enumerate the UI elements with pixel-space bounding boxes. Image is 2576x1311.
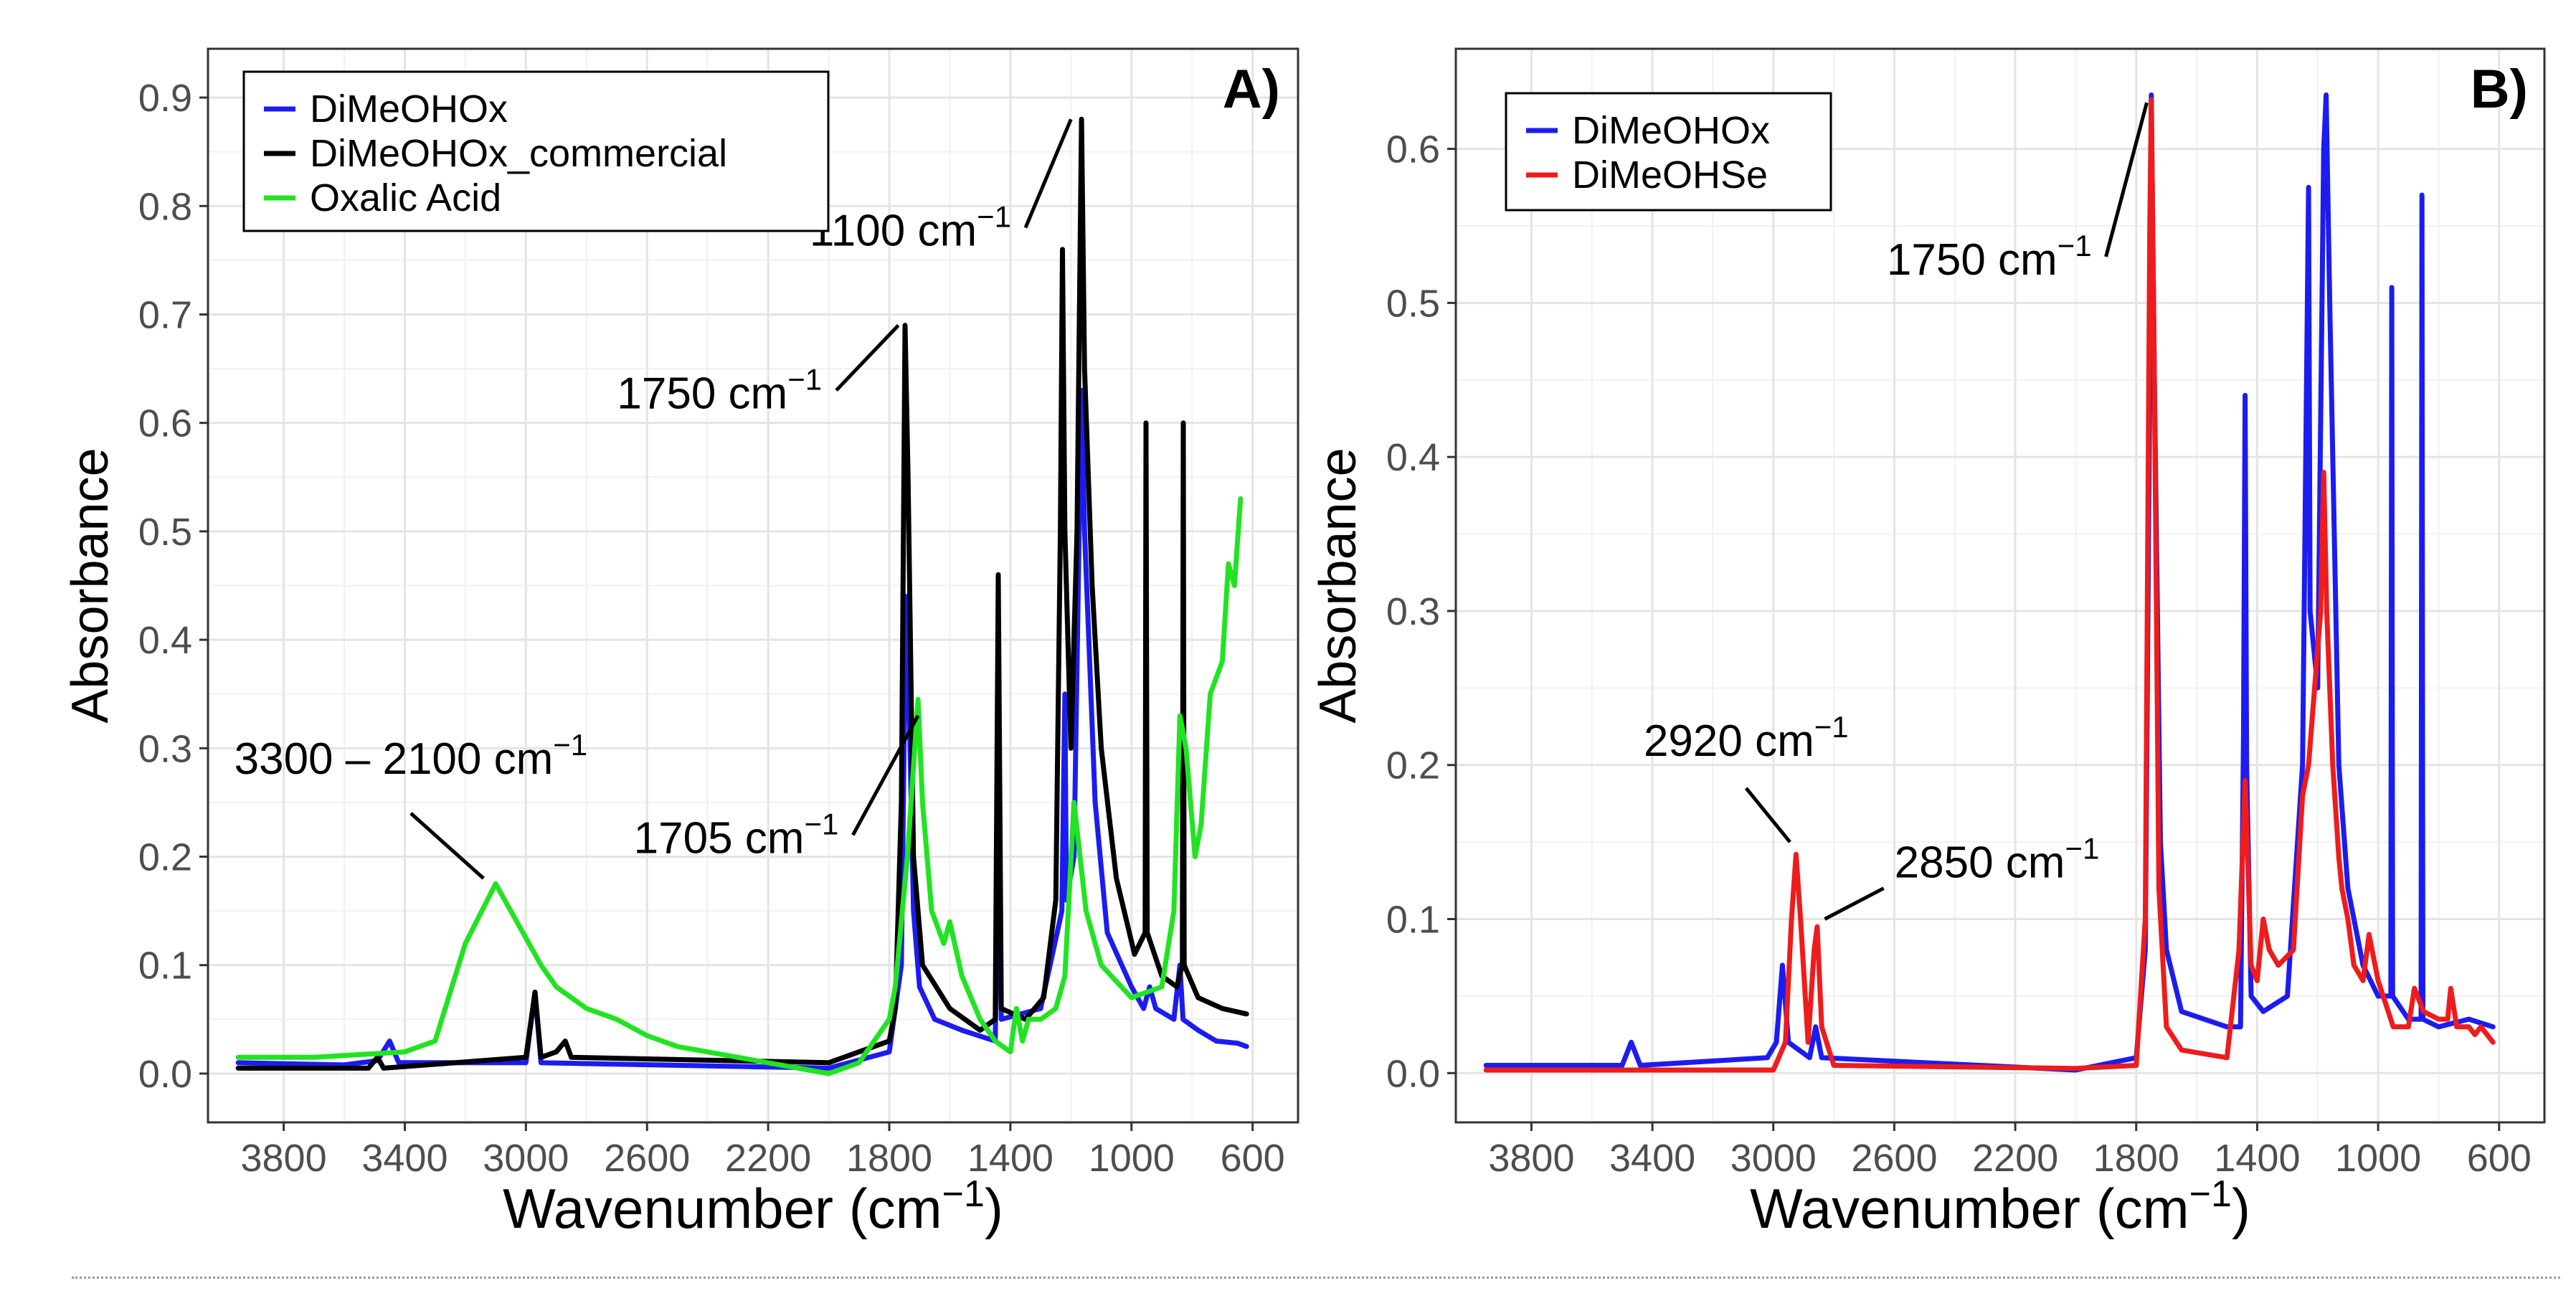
- annotation-leader-line: [835, 323, 900, 392]
- y-tick-label: 0.1: [138, 945, 192, 988]
- series-line-dimeohse: [1483, 97, 2496, 1073]
- series-line-oxalic-acid: [235, 496, 1244, 1076]
- x-axis-title: Wavenumber (cm−1): [503, 1173, 1003, 1240]
- legend-label: DiMeOHOx: [310, 87, 508, 131]
- annotation-leader-line: [1023, 118, 1073, 229]
- x-tick-label: 3000: [1730, 1137, 1817, 1180]
- y-tick-label: 0.3: [138, 727, 192, 770]
- y-tick-label: 0.0: [138, 1053, 192, 1096]
- annotation-label: 1100 cm−1: [810, 200, 1011, 256]
- y-tick-label: 0.2: [138, 836, 192, 879]
- x-tick-label: 2600: [1851, 1137, 1937, 1180]
- x-tick-label: 3800: [240, 1137, 326, 1180]
- x-tick-label: 1400: [967, 1137, 1053, 1180]
- y-tick-label: 0.9: [138, 77, 192, 120]
- x-tick-label: 600: [2467, 1137, 2532, 1180]
- series-line-dimeohox: [1483, 92, 2496, 1073]
- annotation-label: 2850 cm−1: [1895, 832, 2100, 888]
- legend-label: DiMeOHOx: [1572, 109, 1770, 152]
- annotation-leader-line: [2104, 102, 2149, 257]
- x-tick-label: 2600: [604, 1137, 690, 1180]
- x-axis-title: Wavenumber (cm−1): [1750, 1173, 2250, 1240]
- y-axis-title: Absorbance: [62, 448, 119, 723]
- annotation-leader-line: [1824, 886, 1885, 921]
- annotation-leader-line: [1744, 787, 1791, 843]
- bottom-divider: [72, 1277, 2560, 1279]
- panel-a: 0.0 0.1 0.2 0.3 0.4 0.5 0.6 0.7 0.8 0.9 3800 3400 30…: [62, 47, 1299, 1240]
- legend-label: DiMeOHOx_commercial: [310, 132, 727, 175]
- x-tick-label: 1000: [2335, 1137, 2421, 1180]
- legend-box: [1505, 92, 1832, 212]
- panel-b: 0.0 0.1 0.2 0.3 0.4 0.5 0.6 3800 3400 3000 2600 220…: [1310, 47, 2546, 1240]
- panel-label: A): [1223, 59, 1280, 120]
- y-tick-label: 0.5: [138, 511, 192, 554]
- plot-area: [1456, 49, 2544, 1122]
- y-tick-label: 0.3: [1386, 590, 1440, 633]
- annotation-leader-line: [851, 714, 920, 836]
- y-tick-label: 0.2: [1386, 744, 1440, 787]
- series-layer: [235, 116, 1249, 1076]
- x-tick-label: 1800: [846, 1137, 932, 1180]
- x-tick-label: 1800: [2093, 1137, 2179, 1180]
- y-tick-label: 0.1: [1386, 898, 1440, 941]
- y-tick-label: 0.4: [138, 619, 192, 662]
- annotation-label: 1750 cm−1: [1887, 229, 2092, 285]
- legend-box: [242, 70, 830, 232]
- x-tick-label: 600: [1221, 1137, 1285, 1180]
- annotation-label: 1750 cm−1: [617, 362, 822, 418]
- y-tick-label: 0.7: [138, 293, 192, 336]
- x-tick-label: 2200: [725, 1137, 811, 1180]
- annotation-label: 3300 – 2100 cm−1: [235, 728, 588, 784]
- annotation-label: 2920 cm−1: [1644, 710, 1849, 766]
- legend-label: DiMeOHSe: [1572, 153, 1768, 197]
- x-tick-label: 3800: [1488, 1137, 1574, 1180]
- panel-label: B): [2471, 59, 2528, 120]
- y-tick-label: 0.6: [1386, 128, 1440, 171]
- x-tick-label: 3400: [1609, 1137, 1695, 1180]
- annotation-label: 1705 cm−1: [634, 807, 839, 863]
- y-tick-label: 0.8: [138, 185, 192, 228]
- y-tick-label: 0.5: [1386, 282, 1440, 325]
- plot-border: [207, 47, 1299, 1124]
- series-layer: [1483, 92, 2496, 1073]
- y-axis-title: Absorbance: [1310, 448, 1367, 723]
- y-tick-label: 0.0: [1386, 1052, 1440, 1095]
- series-line-dimeohox-commercial: [235, 116, 1249, 1071]
- x-tick-label: 2200: [1972, 1137, 2058, 1180]
- x-tick-label: 1400: [2214, 1137, 2300, 1180]
- y-tick-label: 0.4: [1386, 436, 1440, 479]
- x-tick-label: 3400: [361, 1137, 448, 1180]
- y-tick-label: 0.6: [138, 402, 192, 445]
- x-tick-label: 1000: [1089, 1137, 1175, 1180]
- x-tick-label: 3000: [483, 1137, 569, 1180]
- annotation-leader-line: [409, 812, 485, 880]
- plot-border: [1454, 47, 2546, 1124]
- legend-label: Oxalic Acid: [310, 176, 501, 219]
